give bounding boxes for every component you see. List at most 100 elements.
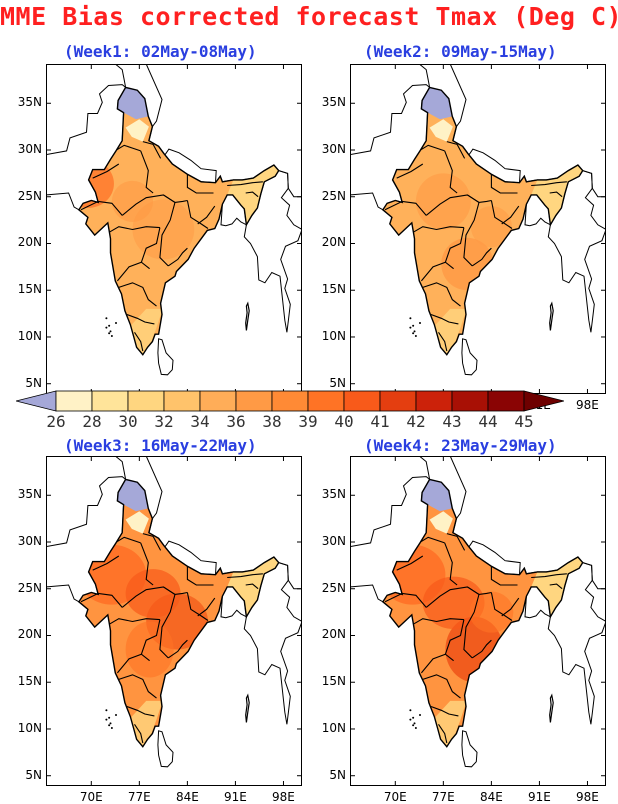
india-temperature-field: [382, 87, 583, 355]
lakshadweep-dot: [419, 321, 422, 324]
lakshadweep-dot: [108, 716, 111, 719]
week2-title: (Week2: 09May-15May): [364, 42, 557, 61]
sri-lanka-outline: [157, 338, 174, 376]
india-outline: [381, 478, 584, 748]
map-title: MME Bias corrected forecast Tmax (Deg C): [0, 2, 618, 31]
india-outline: [77, 86, 280, 356]
lon-tick-label: 91E: [527, 790, 551, 804]
colorbar-swatch: [163, 390, 201, 412]
colorbar-swatch: [343, 390, 381, 412]
andaman-islands: [245, 693, 250, 723]
lakshadweep-dot: [105, 709, 108, 712]
colorbar-swatch: [199, 390, 237, 412]
colorbar-label: 44: [478, 412, 498, 431]
colorbar-label: 38: [262, 412, 282, 431]
lat-tick-label: 35N: [17, 487, 42, 502]
colorbar-swatch: [55, 390, 93, 412]
colorbar-swatch: [127, 390, 165, 412]
lat-tick-label: 25N: [321, 580, 346, 595]
lakshadweep-dot: [409, 718, 412, 721]
lakshadweep-dot: [409, 709, 412, 712]
lat-tick-label: 30N: [321, 142, 346, 156]
lakshadweep-dot: [419, 713, 422, 716]
lakshadweep-dot: [115, 713, 118, 716]
lon-tick-label: 98E: [576, 790, 599, 804]
lakshadweep-dot: [409, 326, 412, 329]
lat-tick-label: 15N: [321, 674, 346, 689]
lon-tick-label: 70E: [383, 790, 407, 804]
lat-tick-label: 25N: [321, 188, 346, 203]
colorbar: [15, 390, 565, 416]
week4-title: (Week4: 23May-29May): [364, 436, 557, 455]
lat-tick-label: 30N: [321, 534, 346, 548]
lon-tick-label: 77E: [431, 790, 455, 804]
lakshadweep-dot: [110, 335, 113, 338]
lon-tick-label: 70E: [79, 790, 103, 804]
lakshadweep-dot: [105, 326, 108, 329]
lat-tick-label: 10N: [321, 328, 346, 343]
lon-tick-label: 84E: [175, 790, 199, 804]
lat-tick-label: 30N: [17, 142, 42, 156]
colorbar-swatch: [487, 390, 525, 412]
week1-title: (Week1: 02May-08May): [64, 42, 257, 61]
lakshadweep-dot: [414, 335, 417, 338]
lakshadweep-dot: [105, 317, 108, 320]
lat-tick-label: 5N: [25, 767, 42, 782]
lakshadweep-dot: [412, 332, 415, 335]
colorbar-label: 26: [46, 412, 66, 431]
lakshadweep-dot: [409, 317, 412, 320]
colorbar-swatch: [235, 390, 273, 412]
india-outline: [77, 478, 280, 748]
lakshadweep-dot: [105, 718, 108, 721]
lat-tick-label: 25N: [17, 188, 42, 203]
lat-tick-label: 20N: [321, 235, 346, 250]
colorbar-label: 39: [298, 412, 318, 431]
week3-title: (Week3: 16May-22May): [64, 436, 257, 455]
lat-tick-label: 15N: [17, 282, 42, 297]
lat-tick-label: 10N: [17, 328, 42, 343]
india-temperature-field: [78, 479, 279, 747]
india-outline: [381, 86, 584, 356]
lakshadweep-dot: [109, 330, 112, 333]
colorbar-label: 45: [514, 412, 534, 431]
colorbar-label: 32: [154, 412, 174, 431]
lakshadweep-dot: [412, 724, 415, 727]
lon-tick-label: 98E: [272, 790, 295, 804]
colorbar-label: 30: [118, 412, 138, 431]
colorbar-label: 40: [334, 412, 354, 431]
andaman-islands: [245, 301, 250, 331]
colorbar-swatch: [91, 390, 129, 412]
lakshadweep-dot: [109, 722, 112, 725]
colorbar-label: 34: [190, 412, 210, 431]
andaman-islands: [549, 301, 554, 331]
lon-tick-label: 77E: [127, 790, 151, 804]
lat-tick-label: 35N: [321, 95, 346, 110]
lat-tick-label: 15N: [17, 674, 42, 689]
lat-tick-label: 5N: [25, 375, 42, 390]
colorbar-swatch: [379, 390, 417, 412]
lakshadweep-dot: [412, 324, 415, 327]
lakshadweep-dot: [412, 716, 415, 719]
lon-tick-label: 98E: [576, 398, 599, 412]
colorbar-label: 42: [406, 412, 426, 431]
lat-tick-label: 30N: [17, 534, 42, 548]
map-panel-week3: 35N 30N 25N 20N 15N 10N 5N 70E 77E 84E 91E 98E: [18, 456, 302, 804]
lakshadweep-dot: [110, 727, 113, 730]
lat-tick-label: 20N: [17, 235, 42, 250]
lat-tick-label: 20N: [17, 627, 42, 642]
lat-tick-label: 25N: [17, 580, 42, 595]
map-frame: [350, 456, 606, 786]
colorbar-label: 41: [370, 412, 390, 431]
lon-tick-label: 91E: [223, 790, 247, 804]
sri-lanka-outline: [461, 730, 478, 768]
map-frame: [46, 456, 302, 786]
sri-lanka-outline: [157, 730, 174, 768]
lat-tick-label: 35N: [321, 487, 346, 502]
andaman-islands: [549, 693, 554, 723]
colorbar-min-arrow: [15, 390, 57, 412]
colorbar-swatch: [451, 390, 489, 412]
lat-tick-label: 10N: [321, 720, 346, 735]
colorbar-label: 28: [82, 412, 102, 431]
